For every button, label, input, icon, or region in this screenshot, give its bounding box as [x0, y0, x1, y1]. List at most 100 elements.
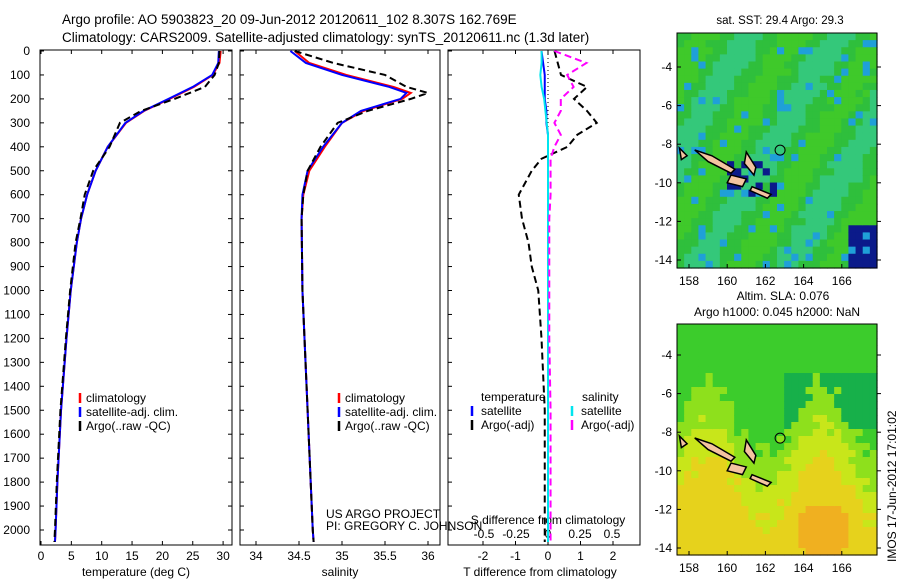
map-cell [834, 548, 842, 556]
map-cell [741, 345, 750, 353]
map-cell [748, 75, 757, 84]
map-cell [791, 260, 800, 269]
map-cell [705, 146, 714, 155]
map-cell [862, 408, 871, 416]
map-cell [712, 352, 721, 360]
map-cell [841, 104, 850, 112]
map-cell [705, 161, 714, 169]
map-cell [827, 104, 835, 112]
map-cell [734, 387, 742, 395]
map-cell [841, 118, 850, 127]
map-cell [784, 82, 792, 91]
map-cell [734, 68, 742, 77]
map-cell [698, 548, 707, 556]
map-cell [827, 541, 835, 549]
map-cell [762, 520, 771, 528]
map-cell [684, 82, 692, 91]
map-cell [719, 40, 728, 48]
map-cell [869, 161, 878, 169]
map-cell [769, 373, 778, 381]
map-cell [841, 260, 850, 269]
map-cell [841, 218, 850, 226]
map-cell [791, 331, 800, 339]
map-cell [777, 324, 785, 332]
map-cell [827, 89, 835, 98]
map-cell [741, 125, 750, 134]
map-cell [812, 211, 821, 219]
map-cell [762, 443, 771, 451]
map-cell [841, 225, 850, 233]
sal-tick-label: 34 [249, 549, 263, 563]
map-cell [755, 464, 764, 472]
map-cell [791, 345, 800, 353]
map-cell [741, 513, 750, 521]
map-cell [798, 260, 807, 269]
map-cell [834, 203, 842, 212]
map-cell [748, 436, 757, 444]
map-cell [734, 154, 742, 162]
map-cell [798, 450, 807, 458]
sal-tick-label: 34.5 [287, 549, 311, 563]
map-cell [719, 366, 728, 374]
map-cell [719, 89, 728, 98]
map-cell [784, 125, 792, 134]
map-cell [719, 443, 728, 451]
map-cell [762, 125, 771, 134]
map-cell [805, 331, 814, 339]
temp-tick-label: 0 [38, 549, 45, 563]
map-cell [727, 324, 735, 332]
map-cell [819, 464, 828, 472]
depth-tick-label: 500 [10, 164, 30, 178]
map-cell [698, 422, 707, 430]
map-cell [727, 387, 735, 395]
map-cell [712, 260, 721, 269]
map-cell [855, 492, 864, 500]
map-cell [719, 218, 728, 226]
map-cell [727, 111, 735, 120]
map-cell [698, 218, 707, 226]
map-cell [869, 429, 878, 437]
map-cell [855, 450, 864, 458]
map-cell [727, 352, 735, 360]
map-cell [734, 111, 742, 120]
map-cell [812, 471, 821, 479]
map-cell [719, 54, 728, 63]
map-cell [777, 450, 785, 458]
map-cell [734, 457, 742, 465]
map-cell [798, 422, 807, 430]
map-cell [755, 401, 764, 409]
map-cell [841, 139, 850, 148]
map-cell [869, 366, 878, 374]
lon-tick-label: 158 [679, 274, 699, 288]
map-cell [727, 450, 735, 458]
map-cell [827, 527, 835, 535]
map-cell [791, 132, 800, 141]
map-cell [769, 125, 778, 134]
map-cell [848, 146, 857, 155]
map-cell [834, 211, 842, 219]
map-cell [698, 429, 707, 437]
map-cell [727, 422, 735, 430]
map-cell [677, 394, 685, 402]
map-cell [827, 175, 835, 184]
depth-tick-label: 1800 [3, 475, 30, 489]
map-cell [848, 513, 857, 521]
map-cell [741, 415, 750, 423]
map-cell [712, 182, 721, 191]
map-cell [841, 352, 850, 360]
map-cell [677, 253, 685, 262]
map-cell [741, 196, 750, 205]
map-cell [684, 527, 692, 535]
map-cell [834, 175, 842, 184]
map-cell [855, 443, 864, 451]
map-cell [812, 203, 821, 212]
map-cell [869, 139, 878, 148]
map-cell [698, 345, 707, 353]
map-cell [755, 54, 764, 63]
map-cell [734, 118, 742, 127]
map-cell [869, 189, 878, 198]
map-cell [734, 218, 742, 226]
map-cell [741, 132, 750, 141]
map-cell [755, 436, 764, 444]
map-cell [705, 541, 714, 549]
